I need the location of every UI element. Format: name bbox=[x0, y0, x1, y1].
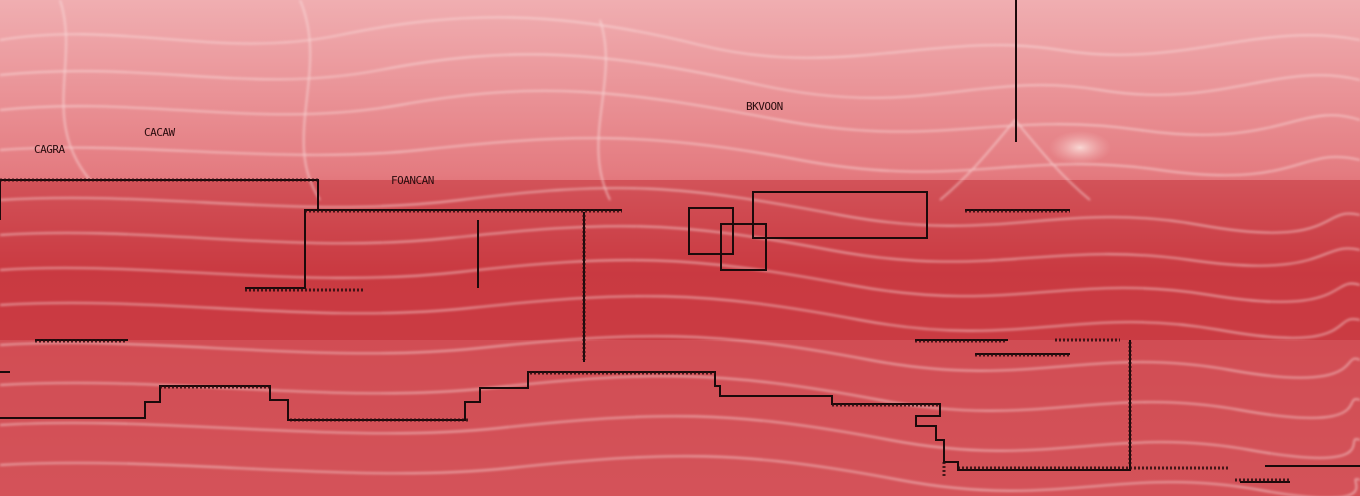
dark-band bbox=[0, 180, 1360, 340]
lower-band bbox=[0, 340, 1360, 496]
label-center-left: FOANCAN bbox=[391, 174, 434, 187]
label-top-left: CACAW bbox=[144, 126, 175, 139]
glow-peak bbox=[885, 100, 1145, 240]
scribble-rails bbox=[0, 178, 1290, 482]
label-left-mid: CAGRA bbox=[34, 143, 65, 156]
label-top-center: BKVOON bbox=[746, 100, 783, 113]
